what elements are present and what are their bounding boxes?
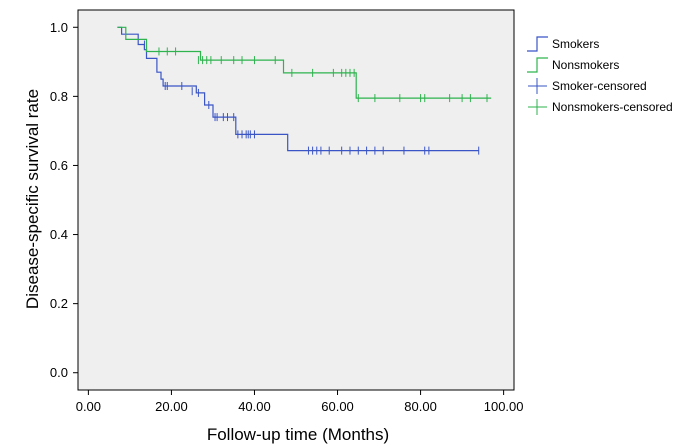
x-tick-label: 40.00 <box>238 399 271 414</box>
y-tick-label: 0.0 <box>50 365 68 380</box>
curve-nonsmokers <box>117 26 492 99</box>
legend: Smokers Nonsmokers Smoker-censored Nonsmoke… <box>527 36 673 115</box>
survival-curves <box>117 26 492 152</box>
y-tick-label: 0.2 <box>50 296 68 311</box>
x-axis-title: Follow-up time (Months) <box>207 425 389 444</box>
x-tick-label: 20.00 <box>155 399 188 414</box>
y-tick-label: 0.4 <box>50 227 68 242</box>
y-tick-label: 0.8 <box>50 89 68 104</box>
legend-nonsmokers-label: Nonsmokers <box>552 58 619 72</box>
legend-nonsmokers-censored-label: Nonsmokers-censored <box>552 100 673 114</box>
x-axis: 0.00 20.00 40.00 60.00 80.00 100.00 <box>76 390 524 414</box>
legend-smoker-censored-label: Smoker-censored <box>552 79 647 93</box>
legend-nonsmokers-symbol <box>527 57 548 73</box>
curve-smokers <box>117 26 479 152</box>
legend-smokers-label: Smokers <box>552 37 599 51</box>
x-tick-label: 0.00 <box>76 399 101 414</box>
y-tick-label: 1.0 <box>50 20 68 35</box>
censor-marks <box>143 40 488 155</box>
x-tick-label: 100.00 <box>484 399 524 414</box>
x-tick-label: 60.00 <box>321 399 354 414</box>
x-tick-label: 80.00 <box>404 399 437 414</box>
legend-smokers-symbol <box>527 36 548 52</box>
y-axis-title: Disease-specific survival rate <box>23 89 42 309</box>
plot-area <box>77 9 515 391</box>
y-tick-label: 0.6 <box>50 158 68 173</box>
y-axis: 0.0 0.2 0.4 0.6 0.8 1.0 <box>50 20 78 380</box>
